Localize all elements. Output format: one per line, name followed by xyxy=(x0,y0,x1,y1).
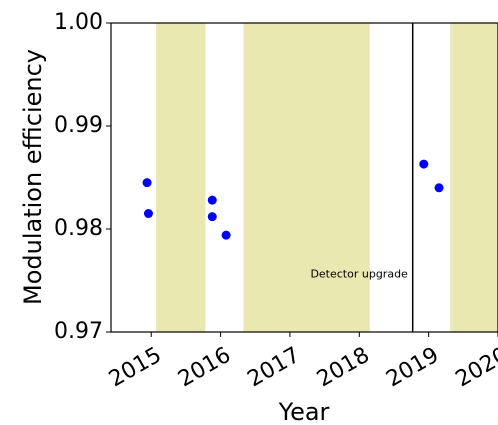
annotation: Detector upgrade xyxy=(310,267,408,280)
x-tick-label: 2015 xyxy=(105,343,166,393)
shaded-span xyxy=(243,23,370,332)
point xyxy=(419,159,429,169)
y-tick-label: 1.00 xyxy=(54,10,103,35)
shaded-span xyxy=(450,23,498,332)
shaded-span xyxy=(156,23,206,332)
x-tick-label: 2018 xyxy=(313,343,374,393)
point xyxy=(207,195,217,205)
point xyxy=(207,212,217,222)
point xyxy=(221,230,231,240)
y-tick-label: 0.98 xyxy=(54,216,103,241)
x-tick-label: 2019 xyxy=(382,343,443,393)
y-axis-label: Modulation efficiency xyxy=(19,49,47,305)
x-axis-label: Year xyxy=(278,398,330,425)
point xyxy=(142,178,152,188)
point xyxy=(434,183,444,193)
plot-frame xyxy=(110,22,498,333)
x-tick-label: 2016 xyxy=(174,343,235,393)
x-tick-label: 2017 xyxy=(244,343,305,393)
y-tick-label: 0.99 xyxy=(54,113,103,138)
x-tick-label: 2020 xyxy=(452,343,498,393)
point xyxy=(143,209,153,219)
y-tick-label: 0.97 xyxy=(54,319,103,344)
